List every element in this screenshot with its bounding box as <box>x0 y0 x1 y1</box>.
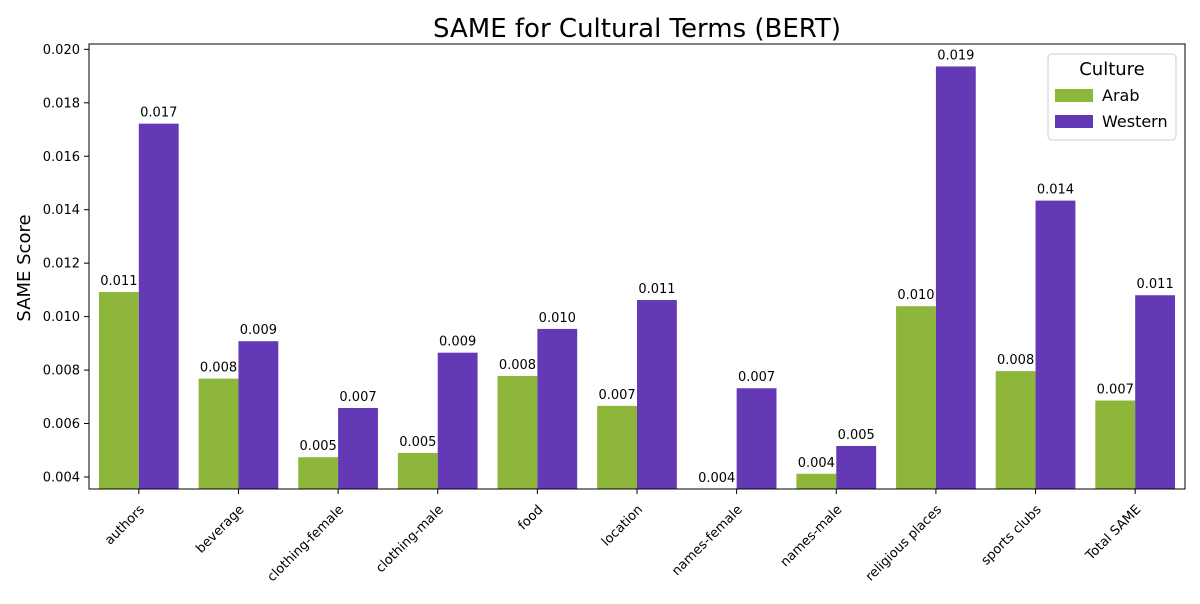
value-label-western: 0.010 <box>539 311 576 326</box>
x-tick-label: authors <box>102 502 148 548</box>
bars <box>98 66 1176 490</box>
bar-arab <box>198 378 239 489</box>
value-label-arab: 0.004 <box>798 456 835 471</box>
bar-western <box>637 300 677 489</box>
y-tick-label: 0.008 <box>43 364 80 379</box>
y-tick-label: 0.004 <box>43 470 80 485</box>
x-tick-label: Total SAME <box>1082 502 1144 564</box>
bar-arab <box>298 457 339 489</box>
bar-western <box>338 408 378 489</box>
bar-western <box>138 123 179 490</box>
value-label-arab: 0.010 <box>897 288 934 303</box>
value-label-western: 0.017 <box>140 106 177 121</box>
bar-arab <box>397 452 438 489</box>
bar-arab <box>497 375 538 489</box>
value-label-arab: 0.005 <box>300 439 337 454</box>
bar-arab <box>995 371 1036 489</box>
bar-western <box>935 66 976 489</box>
plot-frame <box>88 43 1186 490</box>
x-tick-label: names-male <box>778 502 846 570</box>
value-label-arab: 0.008 <box>499 358 536 373</box>
bar-western <box>238 341 279 489</box>
legend-label-western: Western <box>1102 112 1168 131</box>
value-label-western: 0.011 <box>1137 277 1174 292</box>
y-tick-label: 0.006 <box>43 417 80 432</box>
bar-arab <box>597 405 637 489</box>
x-tick-label: sports clubs <box>979 502 1045 568</box>
legend-swatch-western <box>1055 115 1093 128</box>
x-axis: authors beverage clothing-female clothing-m… <box>102 489 1144 585</box>
value-label-arab: 0.008 <box>997 353 1034 368</box>
y-tick-label: 0.014 <box>43 203 80 218</box>
y-tick-label: 0.012 <box>43 257 80 272</box>
value-label-arab: 0.007 <box>598 388 635 403</box>
y-axis-label: SAME Score <box>14 214 35 321</box>
value-label-arab: 0.011 <box>100 274 137 289</box>
chart-title: SAME for Cultural Terms (BERT) <box>433 14 841 44</box>
x-tick-label: religious places <box>863 502 945 584</box>
value-label-arab: 0.005 <box>399 435 436 450</box>
bar-western <box>437 352 478 489</box>
legend-title: Culture <box>1079 59 1145 80</box>
value-label-western: 0.009 <box>439 335 476 350</box>
x-tick-label: clothing-male <box>373 502 447 576</box>
bar-arab <box>896 306 936 489</box>
bar-western <box>537 328 578 489</box>
x-tick-label: clothing-female <box>265 502 347 584</box>
bar-western <box>1035 200 1076 489</box>
value-label-western: 0.011 <box>638 282 675 297</box>
bar-western <box>736 388 777 489</box>
legend-swatch-arab <box>1055 89 1093 102</box>
value-label-arab: 0.008 <box>200 361 237 376</box>
y-tick-label: 0.010 <box>43 310 80 325</box>
bar-arab <box>1095 400 1136 489</box>
value-label-western: 0.009 <box>240 323 277 338</box>
value-label-western: 0.007 <box>339 390 376 405</box>
value-labels: 0.011 0.008 0.005 0.005 0.008 0.007 0.004 0.004… <box>100 48 1173 486</box>
x-tick-label: beverage <box>193 502 247 556</box>
value-label-western: 0.019 <box>937 48 974 63</box>
y-tick-label: 0.016 <box>43 150 80 165</box>
value-label-western: 0.014 <box>1037 183 1074 198</box>
bar-western <box>1135 295 1176 489</box>
x-tick-label: names-female <box>669 502 745 578</box>
x-tick-label: location <box>599 502 646 549</box>
value-label-arab: 0.004 <box>698 471 735 486</box>
legend: Culture Arab Western <box>1047 53 1177 141</box>
value-label-western: 0.005 <box>838 428 875 443</box>
bar-arab <box>98 292 139 489</box>
y-axis: 0.004 0.006 0.008 0.010 0.012 0.014 0.016 0.018… <box>43 43 89 485</box>
bar-western <box>836 445 877 489</box>
y-tick-label: 0.020 <box>43 43 80 58</box>
bar-arab <box>796 473 837 489</box>
value-label-arab: 0.007 <box>1097 383 1134 398</box>
legend-label-arab: Arab <box>1102 86 1139 105</box>
y-tick-label: 0.018 <box>43 96 80 111</box>
value-label-western: 0.007 <box>738 370 775 385</box>
x-tick-label: food <box>515 502 546 533</box>
